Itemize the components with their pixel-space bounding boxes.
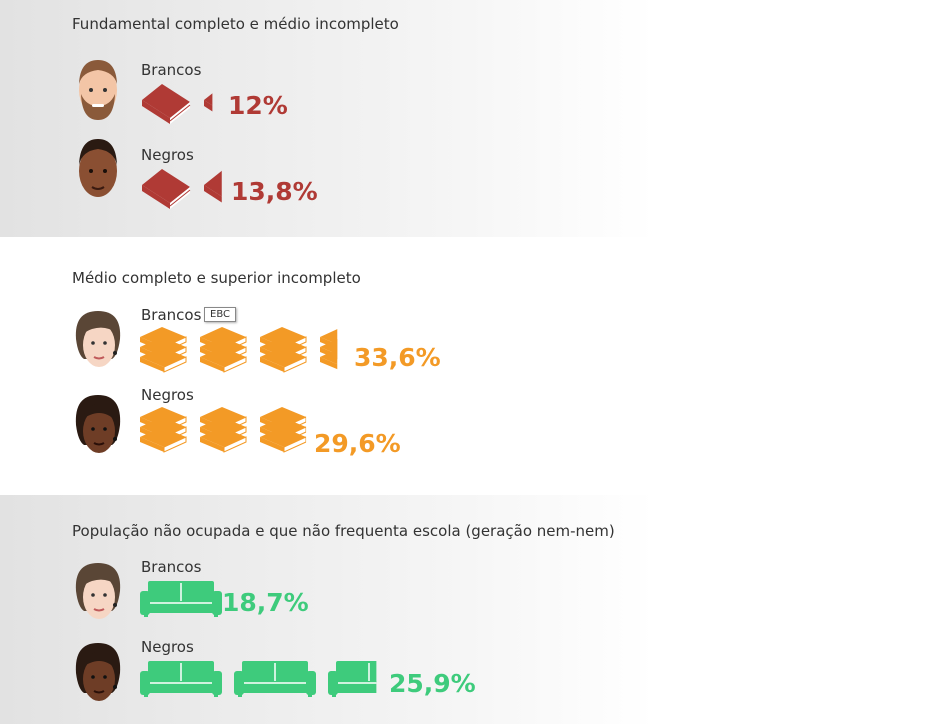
pictogram-row [140, 581, 222, 617]
row-brancos: Brancos 33,6% [0, 305, 936, 385]
race-label: Brancos [141, 558, 202, 576]
pictogram-row [140, 661, 377, 697]
percentage-label: 25,9% [389, 669, 476, 698]
white-man-avatar [79, 60, 117, 120]
race-label: Negros [141, 386, 194, 404]
books-stack-icon [200, 407, 247, 453]
section-fundamental: Fundamental completo e médio incompleto … [0, 0, 936, 237]
books-stack-icon [140, 327, 187, 373]
section-nem-nem: População não ocupada e que não frequent… [0, 495, 936, 724]
books-stack-icon [260, 327, 307, 373]
percentage-label: 18,7% [222, 588, 309, 617]
pictogram-row [142, 84, 213, 124]
pictogram-row [140, 407, 307, 453]
percentage-label: 33,6% [354, 343, 441, 372]
book-icon [204, 170, 222, 203]
section-medio: Médio completo e superior incompleto Bra… [0, 237, 936, 495]
books-stack-icon [260, 407, 307, 453]
race-label: Negros [141, 146, 194, 164]
black-man-avatar [79, 139, 117, 197]
books-stack-icon [200, 327, 247, 373]
white-woman-avatar [75, 311, 121, 367]
section-title: Médio completo e superior incompleto [72, 269, 361, 287]
sofa-icon [234, 661, 316, 697]
books-stack-icon [140, 407, 187, 453]
black-woman-avatar [75, 395, 121, 453]
pictogram-row [142, 169, 222, 209]
section-title: Fundamental completo e médio incompleto [72, 15, 399, 33]
book-icon [204, 93, 213, 112]
percentage-label: 12% [228, 91, 288, 120]
row-negros: Negros 25,9% [0, 637, 936, 717]
percentage-label: 13,8% [231, 177, 318, 206]
row-negros: Negros 13,8% [0, 135, 936, 215]
black-woman-avatar [75, 643, 121, 701]
book-icon [142, 84, 191, 124]
tooltip: EBC [204, 307, 236, 322]
books-stack-icon [320, 329, 338, 370]
percentage-label: 29,6% [314, 429, 401, 458]
race-label: Brancos [141, 306, 202, 324]
sofa-icon [140, 581, 222, 617]
sofa-icon [140, 661, 222, 697]
race-label: Negros [141, 638, 194, 656]
race-label: Brancos [141, 61, 202, 79]
row-negros: Negros 29,6% [0, 385, 936, 465]
sofa-icon [328, 661, 377, 697]
section-title: População não ocupada e que não frequent… [72, 522, 615, 540]
pictogram-row [140, 327, 338, 373]
white-woman-avatar [75, 563, 121, 619]
row-brancos: Brancos 12% [0, 50, 936, 130]
row-brancos: Brancos 18,7% [0, 557, 936, 637]
book-icon [142, 169, 191, 209]
